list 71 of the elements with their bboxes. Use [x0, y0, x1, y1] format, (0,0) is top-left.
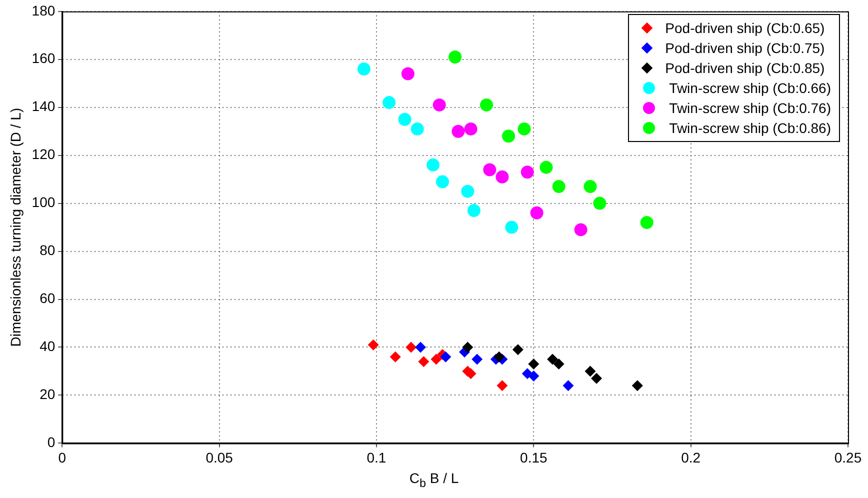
point	[406, 342, 417, 353]
point	[593, 196, 606, 210]
point	[440, 351, 452, 362]
point	[640, 216, 654, 229]
point	[528, 370, 540, 382]
legend-label: Pod-driven ship (Cb:0.75)	[665, 40, 825, 56]
x-tick-label: 0.15	[520, 449, 548, 466]
y-tick-label: 180	[32, 2, 56, 18]
point	[520, 166, 534, 179]
point	[398, 112, 412, 126]
point	[496, 170, 509, 184]
point	[530, 206, 544, 220]
point	[448, 50, 462, 64]
y-tick-label: 160	[32, 50, 56, 66]
point	[462, 342, 474, 353]
y-tick-label: 80	[40, 242, 56, 258]
point	[632, 380, 643, 392]
point	[574, 223, 588, 236]
point	[430, 354, 442, 365]
point	[415, 342, 426, 353]
point	[382, 96, 396, 110]
point	[436, 175, 450, 188]
point	[368, 339, 379, 350]
point	[410, 122, 424, 136]
point	[357, 62, 370, 76]
point	[552, 180, 566, 194]
point	[461, 184, 474, 198]
point	[432, 98, 446, 112]
point	[540, 160, 553, 174]
legend-label: Twin-screw ship (Cb:0.76)	[669, 100, 831, 116]
point	[584, 366, 596, 377]
point	[562, 380, 574, 392]
point	[426, 158, 440, 172]
legend-label: Twin-screw ship (Cb:0.66)	[669, 80, 831, 96]
point	[467, 204, 480, 218]
point	[480, 98, 494, 112]
y-tick-label: 40	[40, 338, 56, 354]
point	[464, 122, 478, 136]
point	[553, 358, 564, 370]
x-tick-label: 0.2	[681, 449, 701, 466]
point	[452, 124, 465, 138]
legend-label: Pod-driven ship (Cb:0.65)	[665, 20, 825, 36]
x-tick-label: 0.25	[834, 449, 862, 466]
y-tick-label: 20	[40, 386, 56, 402]
y-tick-label: 120	[32, 146, 56, 162]
point	[505, 220, 518, 234]
point	[401, 67, 414, 80]
x-tick-label: 0	[58, 449, 66, 466]
point	[528, 358, 540, 370]
point	[390, 351, 401, 362]
point	[472, 354, 483, 365]
point	[418, 356, 430, 368]
y-axis-title: Dimensionless turning diameter (D / L)	[7, 108, 24, 347]
point	[494, 351, 505, 362]
legend-label: Twin-screw ship (Cb:0.86)	[669, 120, 831, 136]
point	[496, 380, 508, 392]
point	[483, 163, 496, 176]
point	[518, 122, 531, 136]
y-tick-label: 140	[32, 98, 56, 114]
x-tick-label: 0.1	[366, 449, 386, 466]
y-tick-label: 0	[47, 434, 56, 450]
point	[547, 354, 558, 365]
point	[584, 180, 597, 194]
point	[502, 130, 516, 143]
point	[512, 344, 524, 356]
point	[591, 372, 602, 384]
x-tick-label: 0.05	[206, 449, 234, 466]
x-axis-title: C$_{b}$ B / L	[408, 470, 460, 490]
y-tick-label: 60	[40, 290, 56, 306]
y-tick-label: 100	[32, 194, 56, 210]
legend-label: Pod-driven ship (Cb:0.85)	[665, 60, 825, 76]
